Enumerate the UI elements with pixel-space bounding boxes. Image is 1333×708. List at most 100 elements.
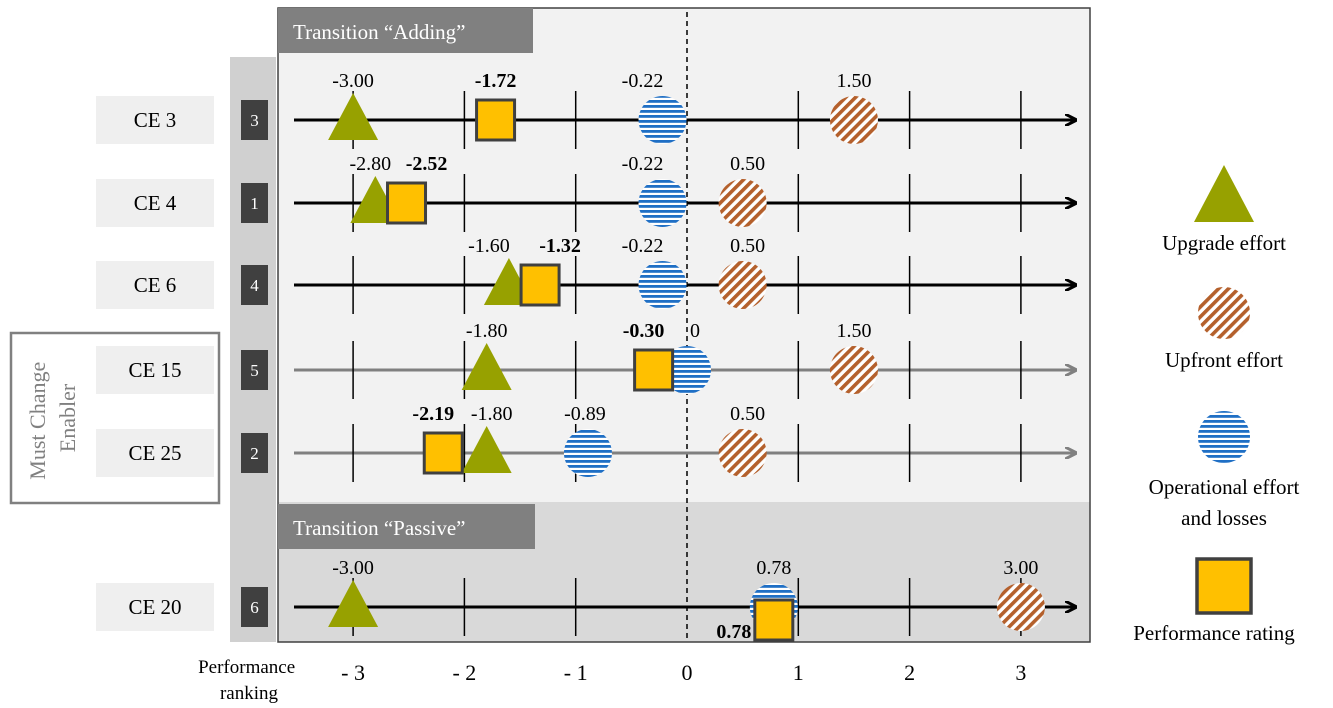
xaxis-title-line-2: ranking: [220, 683, 279, 704]
must-change-box: [9, 331, 221, 505]
ce-label: CE 4: [134, 191, 177, 215]
performance-value-label: -1.72: [475, 70, 517, 92]
legend-operational-label: Operational effort and losses: [1149, 475, 1300, 530]
performance-value-label: -1.32: [539, 235, 581, 257]
row-ce-20: CE 20 6 -3.00 0.78 3.00 0.78: [96, 557, 1075, 643]
ce-label: CE 15: [128, 358, 181, 382]
ce-label: CE 20: [128, 595, 181, 619]
rank-value: 1: [250, 194, 259, 213]
ce-label: CE 3: [134, 108, 177, 132]
upgrade-value-label: -1.80: [466, 320, 508, 342]
ce-label-box: [96, 179, 214, 227]
header-passive-box: [278, 504, 535, 549]
upfront-value-label: 1.50: [836, 320, 871, 342]
ce-label-box: [96, 583, 214, 631]
triangle-icon: [1194, 165, 1254, 222]
upfront-value-label: 0.50: [730, 235, 765, 257]
legend-upfront-label: Upfront effort: [1165, 348, 1283, 372]
upfront-marker: [829, 346, 878, 394]
legend-performance-label: Performance rating: [1133, 621, 1295, 645]
upgrade-marker: [328, 580, 379, 627]
xaxis-title: Performance ranking: [198, 657, 300, 704]
row-ce-15: CE 15 5 -1.80 0 1.50 -0.30: [96, 320, 1075, 399]
performance-marker: [633, 348, 675, 392]
x-tick-label: - 2: [452, 660, 476, 685]
upfront-marker: [996, 583, 1045, 631]
legend-operational-line: and losses: [1181, 506, 1267, 530]
rank-column: [230, 57, 276, 642]
plot-frame: [277, 7, 1091, 643]
performance-marker: [386, 181, 428, 225]
must-change-label: Must Change Enabler: [25, 356, 80, 479]
striped-circle-icon: [1198, 411, 1250, 463]
rank-value: 5: [250, 361, 259, 380]
performance-marker: [422, 431, 464, 475]
row-ce-4: CE 4 1 -2.80 -0.22 0.50 -2.52: [96, 153, 1075, 232]
ce-label: CE 25: [128, 441, 181, 465]
upfront-value-label: 0.50: [730, 403, 765, 425]
upfront-marker: [718, 261, 767, 309]
upgrade-marker: [461, 426, 512, 473]
ce-label-box: [96, 346, 214, 394]
ce-label-box: [96, 261, 214, 309]
row-ce-6: CE 6 4 -1.60 -0.22 0.50 -1.32: [96, 235, 1075, 314]
performance-value-label: -2.19: [412, 403, 454, 425]
must-change-line-1: Must Change: [25, 362, 50, 480]
operational-value-label: 0.78: [756, 557, 791, 579]
upfront-marker: [829, 96, 878, 144]
rank-box: [241, 350, 268, 390]
rank-box: [241, 100, 268, 140]
operational-marker: [563, 429, 612, 477]
upfront-value-label: 0.50: [730, 153, 765, 175]
x-tick-label: 3: [1015, 660, 1026, 685]
square-icon: [1195, 557, 1253, 615]
header-adding-box: [278, 8, 533, 53]
x-tick-label: - 1: [564, 660, 588, 685]
upfront-value-label: 3.00: [1003, 557, 1038, 579]
rank-value: 4: [250, 276, 259, 295]
operational-marker: [638, 179, 687, 227]
operational-marker: [638, 261, 687, 309]
operational-marker: [663, 346, 711, 394]
xaxis-title-line-1: Performance: [198, 657, 295, 678]
performance-marker: [519, 263, 561, 307]
upfront-value-label: 1.50: [836, 70, 871, 92]
rank-box: [241, 265, 268, 305]
rank-value: 3: [250, 111, 259, 130]
x-tick-label: 2: [904, 660, 915, 685]
panel-adding: [278, 8, 1090, 502]
performance-value-label: -2.52: [406, 153, 448, 175]
x-tick-label: 1: [793, 660, 804, 685]
x-tick-label: 0: [682, 660, 693, 685]
row-ce-25: CE 25 2 -1.80 -0.89 0.50 -2.19: [96, 403, 1075, 482]
operational-value-label: -0.22: [622, 153, 664, 175]
must-change-line-2: Enabler: [55, 383, 80, 452]
hatched-circle-icon: [1198, 287, 1250, 339]
ce-label: CE 6: [134, 273, 177, 297]
upgrade-value-label: -1.80: [471, 403, 513, 425]
upfront-marker: [718, 179, 767, 227]
upgrade-value-label: -3.00: [332, 557, 374, 579]
performance-marker: [753, 598, 795, 642]
upgrade-value-label: -2.80: [350, 153, 392, 175]
ce-label-box: [96, 96, 214, 144]
operational-value-label: -0.22: [622, 70, 664, 92]
operational-value-label: -0.89: [564, 403, 606, 425]
operational-value-label: -0.22: [622, 235, 664, 257]
upgrade-marker: [328, 93, 379, 140]
legend-upgrade-label: Upgrade effort: [1162, 231, 1286, 255]
rank-box: [241, 587, 268, 627]
rank-box: [241, 183, 268, 223]
performance-value-label: 0.78: [716, 621, 751, 643]
operational-value-label: 0: [690, 320, 700, 342]
rank-value: 6: [250, 598, 259, 617]
header-passive: Transition “Passive”: [293, 516, 465, 540]
x-tick-label: - 3: [341, 660, 365, 685]
performance-marker: [475, 98, 517, 142]
rank-box: [241, 433, 268, 473]
upgrade-marker: [461, 343, 512, 390]
upgrade-value-label: -3.00: [332, 70, 374, 92]
upfront-marker: [718, 429, 767, 477]
operational-marker: [638, 96, 687, 144]
